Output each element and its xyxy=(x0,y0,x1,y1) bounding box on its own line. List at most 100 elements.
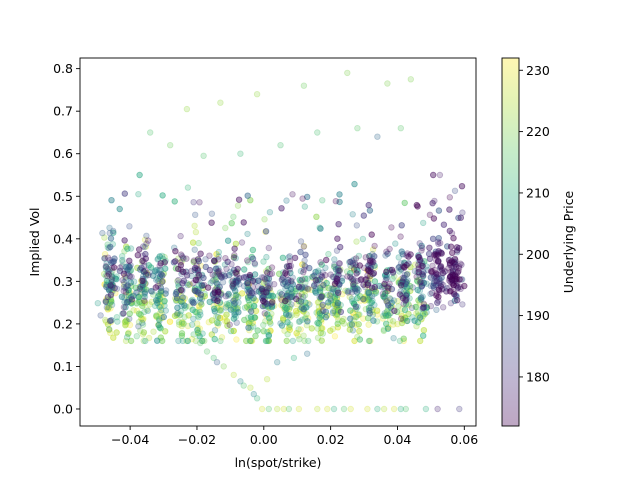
scatter-point xyxy=(265,337,272,345)
scatter-point xyxy=(399,278,407,286)
scatter-point xyxy=(335,307,342,314)
scatter-point xyxy=(399,278,407,286)
scatter-point xyxy=(324,312,331,319)
scatter-point xyxy=(213,269,220,276)
scatter-point xyxy=(277,320,284,327)
scatter-point xyxy=(265,331,272,339)
scatter-point xyxy=(110,229,117,236)
scatter-point xyxy=(108,196,115,204)
scatter-point xyxy=(280,315,287,322)
scatter-point xyxy=(228,219,235,227)
scatter-point xyxy=(345,289,352,296)
scatter-point xyxy=(383,267,391,274)
scatter-point xyxy=(246,319,253,327)
scatter-point xyxy=(214,304,221,311)
scatter-point xyxy=(126,289,134,296)
scatter-point xyxy=(104,241,111,248)
scatter-point xyxy=(214,322,221,329)
scatter-point xyxy=(113,276,120,283)
scatter-point xyxy=(210,305,218,312)
scatter-point xyxy=(244,293,252,300)
scatter-point xyxy=(246,271,254,279)
scatter-point xyxy=(461,282,468,290)
scatter-point xyxy=(109,227,117,235)
scatter-point xyxy=(134,288,141,296)
scatter-point xyxy=(189,239,197,246)
scatter-point xyxy=(340,320,348,327)
scatter-point xyxy=(402,300,410,308)
scatter-point xyxy=(348,320,356,328)
scatter-point xyxy=(403,279,411,286)
scatter-point xyxy=(222,255,229,262)
scatter-point xyxy=(240,219,247,226)
scatter-point xyxy=(240,382,247,389)
scatter-point xyxy=(264,304,272,311)
scatter-point xyxy=(108,282,115,289)
y-tick-label: 0.4 xyxy=(53,231,73,246)
scatter-point xyxy=(351,180,358,188)
scatter-point xyxy=(418,296,425,303)
scatter-point xyxy=(172,265,180,272)
scatter-point xyxy=(268,264,276,271)
scatter-point xyxy=(244,287,251,294)
scatter-point xyxy=(171,258,179,265)
scatter-point xyxy=(260,258,267,265)
scatter-point xyxy=(397,233,404,240)
scatter-point xyxy=(344,273,351,280)
scatter-point xyxy=(324,302,332,309)
scatter-point xyxy=(174,310,181,317)
scatter-point xyxy=(125,286,132,294)
scatter-point xyxy=(109,240,116,248)
scatter-point xyxy=(262,337,270,345)
scatter-point xyxy=(371,286,378,293)
scatter-point xyxy=(198,295,206,303)
scatter-point xyxy=(318,303,326,310)
scatter-point xyxy=(176,296,183,303)
scatter-point xyxy=(259,297,267,304)
scatter-point xyxy=(155,297,163,304)
scatter-point xyxy=(247,324,254,331)
scatter-point xyxy=(295,405,303,413)
scatter-point xyxy=(233,305,241,312)
scatter-point xyxy=(128,300,135,307)
scatter-point xyxy=(287,286,295,293)
scatter-point xyxy=(368,299,375,306)
scatter-point xyxy=(141,299,148,306)
scatter-point xyxy=(362,306,369,313)
scatter-point xyxy=(209,271,216,278)
scatter-point xyxy=(246,273,254,281)
scatter-point xyxy=(261,303,268,310)
scatter-point xyxy=(179,294,187,301)
scatter-point xyxy=(364,294,371,302)
scatter-point xyxy=(314,129,321,136)
scatter-point xyxy=(401,282,408,289)
scatter-point xyxy=(196,308,204,316)
scatter-point xyxy=(146,129,154,136)
scatter-point xyxy=(271,281,278,288)
scatter-point xyxy=(197,282,205,289)
scatter-point xyxy=(208,331,215,338)
scatter-point xyxy=(366,337,373,345)
scatter-point xyxy=(346,258,353,266)
scatter-point xyxy=(404,277,411,284)
scatter-point xyxy=(208,210,216,217)
scatter-point xyxy=(199,330,206,337)
scatter-point xyxy=(178,322,185,330)
scatter-point xyxy=(364,281,371,288)
scatter-point xyxy=(297,279,304,287)
scatter-point xyxy=(283,282,290,290)
scatter-point xyxy=(262,318,269,325)
scatter-point xyxy=(326,292,333,299)
scatter-point xyxy=(243,257,251,264)
scatter-point xyxy=(106,266,113,273)
scatter-point xyxy=(166,318,174,325)
scatter-point xyxy=(231,300,238,307)
scatter-point xyxy=(107,318,115,326)
scatter-point xyxy=(364,315,372,322)
scatter-point xyxy=(352,285,360,292)
scatter-point xyxy=(412,303,419,311)
scatter-point xyxy=(388,224,395,231)
scatter-point xyxy=(261,301,269,309)
scatter-point xyxy=(196,303,203,310)
scatter-point xyxy=(143,306,150,313)
